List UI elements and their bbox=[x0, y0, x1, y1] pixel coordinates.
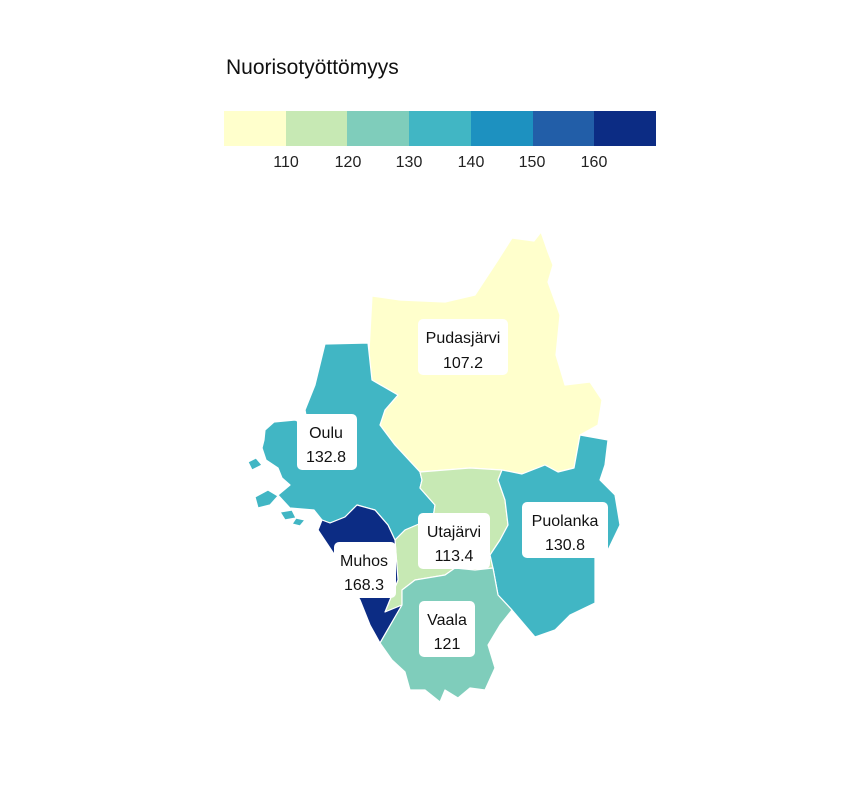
region-value: 121 bbox=[434, 636, 461, 653]
label-puolanka: Puolanka 130.8 bbox=[522, 502, 608, 558]
label-oulu: Oulu 132.8 bbox=[297, 414, 357, 470]
legend-swatch bbox=[409, 111, 471, 146]
legend-swatch bbox=[224, 111, 286, 146]
region-name: Utajärvi bbox=[427, 524, 481, 541]
region-value: 130.8 bbox=[545, 537, 585, 554]
legend-swatch bbox=[532, 111, 595, 146]
legend-swatch bbox=[470, 111, 533, 146]
label-box bbox=[418, 319, 508, 375]
region-name: Oulu bbox=[309, 425, 343, 442]
label-muhos: Muhos 168.3 bbox=[334, 542, 396, 598]
legend-tick-label: 110 bbox=[273, 154, 299, 171]
legend-swatch bbox=[285, 111, 348, 146]
label-box bbox=[334, 542, 396, 598]
region-value: 113.4 bbox=[435, 548, 474, 565]
legend-swatch bbox=[594, 111, 657, 146]
label-box bbox=[419, 601, 475, 657]
region-value: 132.8 bbox=[306, 449, 346, 466]
legend-tick-label: 150 bbox=[518, 154, 546, 171]
label-box bbox=[418, 513, 490, 569]
legend-title: Nuorisotyöttömyys bbox=[226, 56, 399, 79]
label-utajarvi: Utajärvi 113.4 bbox=[418, 513, 490, 569]
region-name: Puolanka bbox=[532, 513, 599, 530]
label-vaala: Vaala 121 bbox=[419, 601, 475, 657]
label-box bbox=[297, 414, 357, 470]
legend-tick-label: 160 bbox=[580, 154, 608, 171]
region-name: Vaala bbox=[427, 612, 467, 629]
region-name: Muhos bbox=[340, 553, 388, 570]
region-value: 107.2 bbox=[443, 355, 483, 372]
legend-color-bar bbox=[224, 111, 657, 146]
legend-swatch bbox=[347, 111, 410, 146]
region-value: 168.3 bbox=[344, 577, 384, 594]
legend-tick-label: 140 bbox=[457, 154, 485, 171]
region-name: Pudasjärvi bbox=[426, 330, 501, 347]
label-pudasjarvi: Pudasjärvi 107.2 bbox=[418, 319, 508, 375]
legend-tick-label: 120 bbox=[334, 154, 362, 171]
legend-tick-label: 130 bbox=[395, 154, 423, 171]
label-box bbox=[522, 502, 608, 558]
